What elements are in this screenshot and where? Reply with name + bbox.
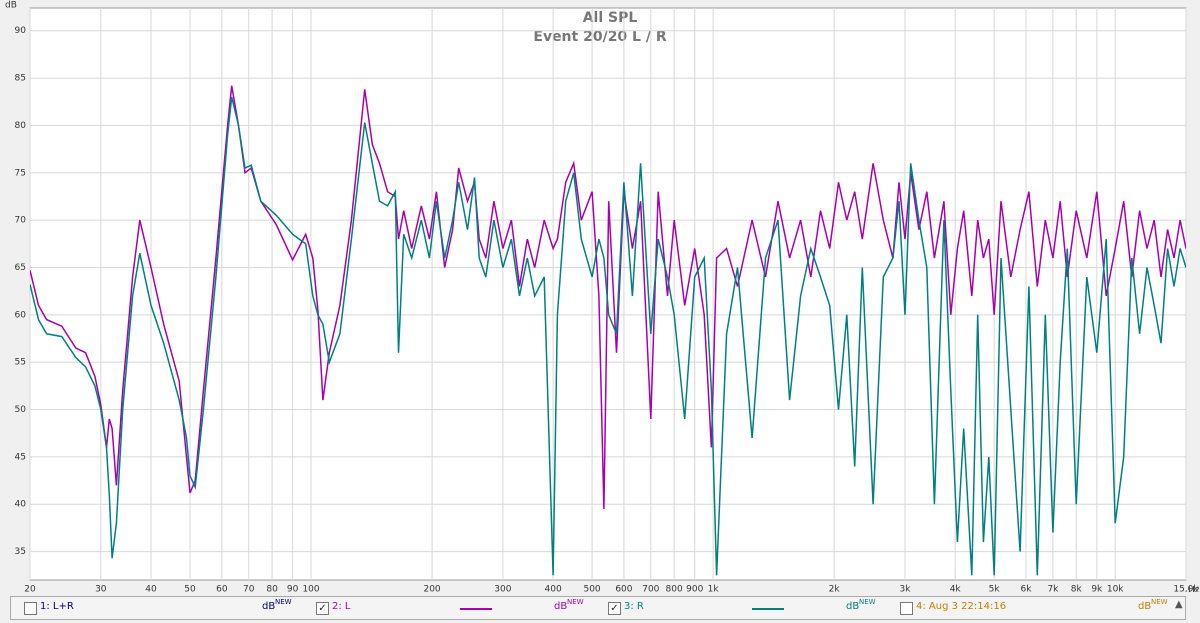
trace-checkbox[interactable] [24,602,37,615]
x-tick-label: 600 [615,585,632,593]
chart-title: All SPL [583,10,638,26]
x-tick-label: 10k [1107,585,1124,593]
y-tick-label: 55 [15,358,26,368]
trace-name: 1: L+R [40,601,74,612]
x-tick-label: 40 [145,585,157,593]
x-tick-label: 9k [1091,585,1103,593]
chart: All SPL Event 20/20 L / R dB Hz 35 40 45 50… [5,0,1200,593]
chart-subtitle: Event 20/20 L / R [533,29,666,45]
x-tick-label: 30 [95,585,107,593]
series-line [30,85,1186,510]
x-tick-label: 800 [666,585,683,593]
x-tick-label: 2k [829,585,841,593]
x-tick-label: 400 [545,585,562,593]
trace-checkbox[interactable]: ✓ [316,602,329,615]
x-tick-label: 500 [583,585,600,593]
y-tick-label: 75 [15,168,26,178]
series-line [30,96,1186,576]
x-tick-label: 7k [1047,585,1059,593]
trace-unit[interactable]: dB [1138,601,1152,612]
x-tick-label: 100 [302,585,319,593]
y-tick-label: 85 [15,74,26,84]
x-tick-label: 4k [950,585,962,593]
x-tick-label: 5k [989,585,1001,593]
trace-unit-tag: NEW [275,598,292,606]
y-tick-label: 45 [15,452,26,462]
trace-unit[interactable]: dB [262,601,276,612]
x-tick-label: 50 [184,585,196,593]
trace-unit-tag: NEW [859,598,876,606]
x-tick-label: 200 [423,585,440,593]
y-tick-label: 65 [15,263,26,273]
y-tick-label: 35 [15,547,26,557]
trace-checkbox[interactable] [900,602,913,615]
y-tick-label: 50 [15,405,27,415]
trace-name: 2: L [332,601,351,612]
x-tick-label: 15,0k [1173,585,1199,593]
trace-checkbox[interactable]: ✓ [608,602,621,615]
trace-unit-tag: NEW [567,598,584,606]
trace-unit[interactable]: dB [554,601,568,612]
x-tick-label: 20 [24,585,36,593]
x-tick-label: 300 [494,585,511,593]
legend-arrow[interactable]: ▲ [1175,599,1183,610]
y-tick-label: 80 [15,121,27,131]
x-tick-label: 700 [642,585,659,593]
y-tick-label: 70 [15,216,27,226]
x-tick-label: 900 [686,585,703,593]
x-axis-unit: Hz [1188,586,1200,593]
trace-line-sample [752,608,784,610]
x-tick-label: 70 [243,585,255,593]
y-tick-label: 40 [15,500,27,510]
trace-name: 3: R [624,601,644,612]
trace-unit-tag: NEW [1151,598,1168,606]
trace-line-sample [460,608,492,610]
y-tick-label: 60 [15,310,27,320]
x-tick-label: 80 [266,585,278,593]
x-tick-label: 3k [899,585,911,593]
x-tick-label: 8k [1071,585,1083,593]
trace-unit[interactable]: dB [846,601,860,612]
trace-name: 4: Aug 3 22:14:16 [916,601,1007,612]
x-tick-label: 1k [708,585,720,593]
x-tick-label: 60 [216,585,228,593]
y-tick-label: 90 [15,26,27,36]
x-tick-label: 6k [1021,585,1033,593]
x-tick-label: 90 [287,585,299,593]
y-axis-label: dB [5,1,17,11]
